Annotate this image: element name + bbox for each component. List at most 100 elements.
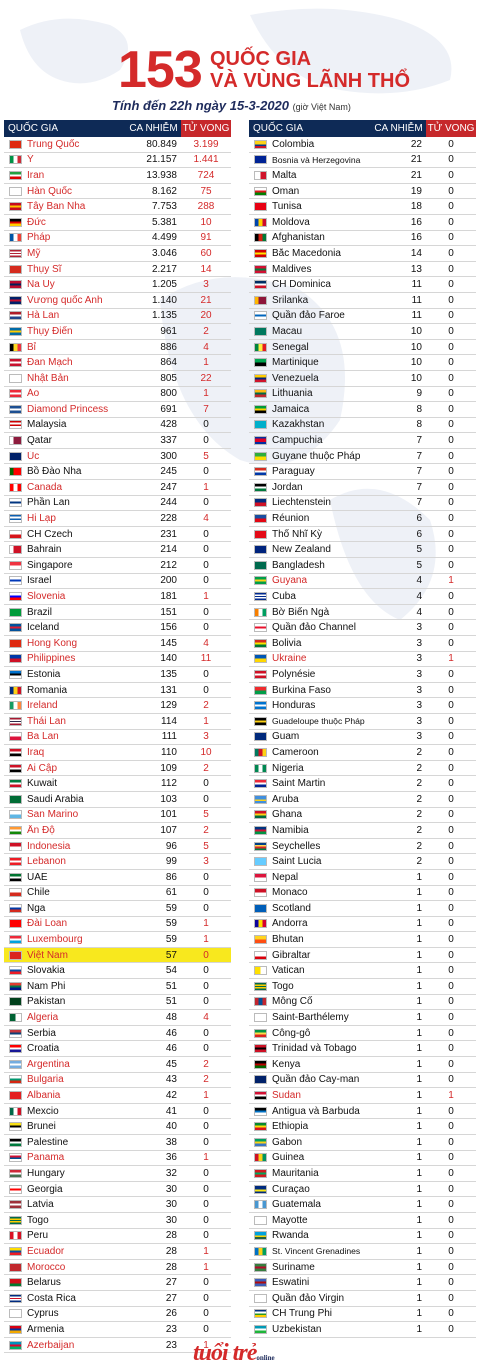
case-count: 2 [416,762,422,774]
case-count: 14 [410,247,422,259]
table-row: Algeria 48 4 [4,1010,231,1026]
country-name: Quần đảo Channel [272,622,356,634]
death-count: 0 [203,544,209,556]
flag-icon [9,623,22,633]
table-row: Canada 247 1 [4,480,231,496]
table-row: Palestine 38 0 [4,1135,231,1151]
death-count: 0 [448,1230,454,1242]
flag-icon [254,1246,267,1256]
country-name: Costa Rica [27,1292,76,1304]
case-count: 16 [410,216,422,228]
column-deaths: TỬ VONG [181,120,231,137]
table-row: Bờ Biển Ngà 4 0 [249,605,476,621]
death-count: 0 [203,1043,209,1055]
death-count: 0 [448,341,454,353]
death-count: 0 [203,668,209,680]
country-name: Cuba [272,591,296,603]
death-count: 0 [203,1230,209,1242]
case-count: 30 [165,1199,177,1211]
table-row: Monaco 1 0 [249,886,476,902]
case-count: 4 [416,606,422,618]
flag-icon [254,950,267,960]
country-name: Thụy Điển [27,325,73,337]
country-name: Ba Lan [27,731,59,743]
case-count: 1 [416,1292,422,1304]
death-count: 0 [448,513,454,525]
case-count: 1 [416,902,422,914]
country-name: Iceland [27,622,60,634]
death-count: 0 [448,1167,454,1179]
case-count: 337 [160,435,177,447]
table-row: Ý 21.157 1.441 [4,153,231,169]
case-count: 1 [416,1074,422,1086]
case-count: 3 [416,731,422,743]
flag-icon [254,1122,267,1132]
death-count: 0 [203,902,209,914]
country-name: Canada [27,481,63,493]
table-row: Moldova 16 0 [249,215,476,231]
case-count: 4 [416,575,422,587]
country-name: Úc [27,450,40,462]
country-name: Ghana [272,809,303,821]
table-row: Guatemala 1 0 [249,1197,476,1213]
flag-icon [254,467,267,477]
table-row: Liechtenstein 7 0 [249,496,476,512]
flag-icon [254,1215,267,1225]
case-count: 21 [410,169,422,181]
table-row: Đan Mạch 864 1 [4,355,231,371]
table-row: Réunion 6 0 [249,511,476,527]
death-count: 0 [448,201,454,213]
case-count: 26 [165,1308,177,1320]
case-count: 1 [416,1308,422,1320]
case-count: 1 [416,1105,422,1117]
table-row: Antigua và Barbuda 1 0 [249,1104,476,1120]
flag-icon [9,482,22,492]
column-cases: CA NHIỄM [129,123,178,134]
death-count: 21 [200,294,212,306]
death-count: 0 [203,1292,209,1304]
case-count: 6 [416,513,422,525]
flag-icon [254,545,267,555]
country-name: Senegal [272,341,309,353]
death-count: 5 [203,809,209,821]
country-name: Nam Phi [27,980,66,992]
header: 153 QUỐC GIA VÀ VÙNG LÃNH THỔ Tính đến 2… [0,42,480,118]
case-count: 101 [160,809,177,821]
flag-icon [9,841,22,851]
death-count: 3 [203,856,209,868]
table-row: Tây Ban Nha 7.753 288 [4,199,231,215]
flag-icon [254,981,267,991]
case-count: 61 [165,887,177,899]
case-count: 231 [160,528,177,540]
country-name: Algeria [27,1012,59,1024]
table-row: Ethiopia 1 0 [249,1119,476,1135]
flag-icon [9,1246,22,1256]
death-count: 0 [448,918,454,930]
country-name: Bhutan [272,934,304,946]
flag-icon [254,248,267,258]
table-row: San Marino 101 5 [4,808,231,824]
case-count: 2 [416,824,422,836]
left-table-body: Trung Quốc 80.849 3.199 Ý 21.157 1.441 Iran 13.… [4,137,231,1354]
table-row: Cuba 4 0 [249,589,476,605]
country-name: Saudi Arabia [27,793,84,805]
table-row: Thổ Nhĩ Kỳ 6 0 [249,527,476,543]
flag-icon [9,264,22,274]
table-row: Bhutan 1 0 [249,932,476,948]
table-row: Vương quốc Anh 1.140 21 [4,293,231,309]
table-row: Afghanistan 16 0 [249,231,476,247]
country-name: Hungary [27,1167,65,1179]
column-cases: CA NHIỄM [374,123,423,134]
table-row: Suriname 1 0 [249,1260,476,1276]
death-count: 0 [448,497,454,509]
death-count: 0 [448,1105,454,1117]
country-name: Jamaica [272,403,310,415]
case-count: 135 [160,668,177,680]
table-row: Albania 42 1 [4,1088,231,1104]
flag-icon [9,373,22,383]
flag-icon [9,1059,22,1069]
table-row: Burkina Faso 3 0 [249,683,476,699]
table-row: Venezuela 10 0 [249,371,476,387]
table-row: Azerbaijan 23 1 [4,1338,231,1354]
country-name: Jordan [272,481,303,493]
